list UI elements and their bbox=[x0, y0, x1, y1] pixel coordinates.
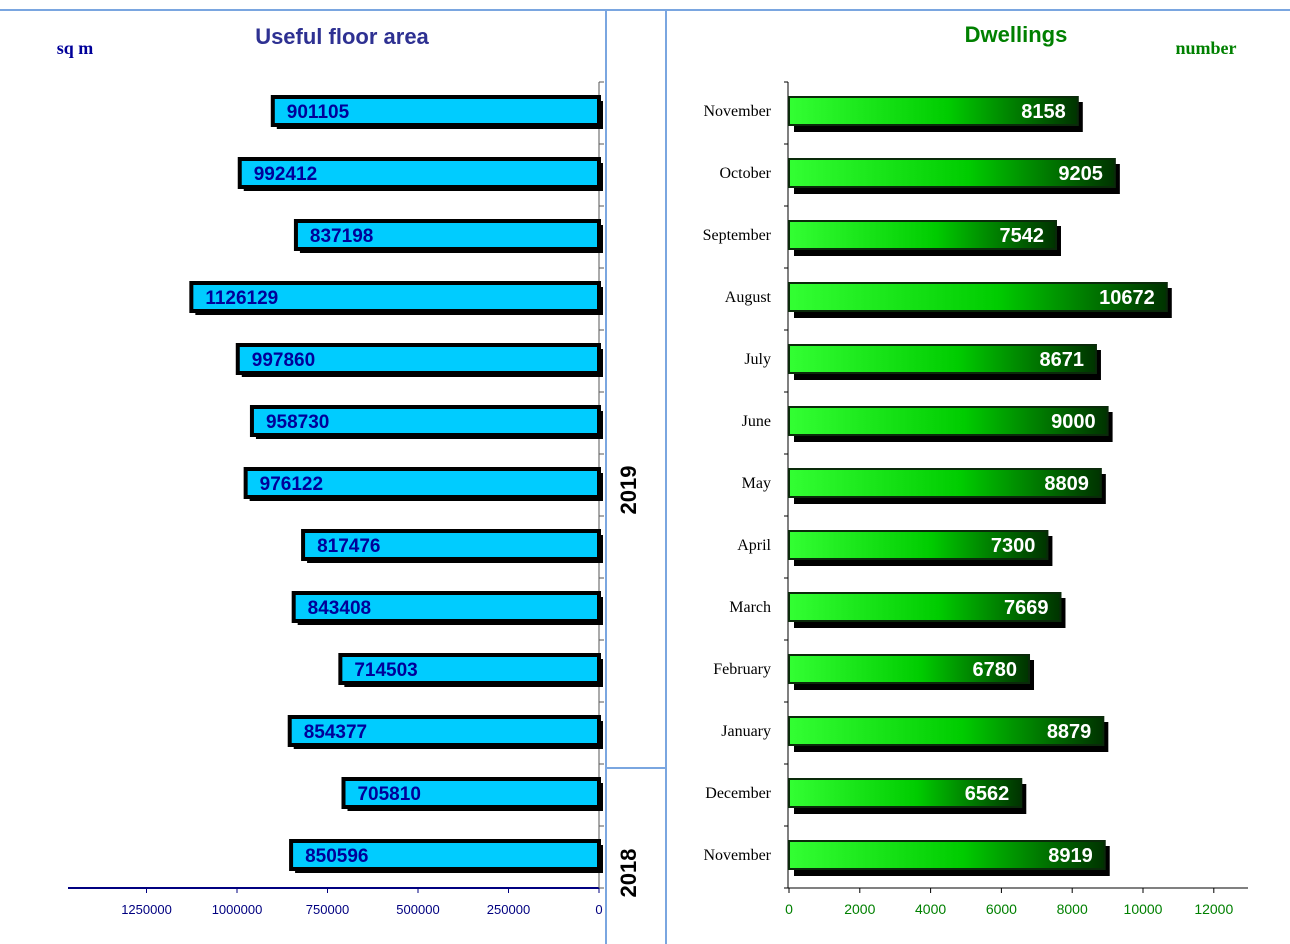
right-bar-value-label: 7300 bbox=[991, 535, 1036, 557]
month-label: September bbox=[703, 227, 772, 244]
month-label: December bbox=[705, 785, 771, 802]
year-label-2019: 2019 bbox=[616, 466, 641, 515]
left-bar-value-label: 837198 bbox=[310, 226, 373, 247]
right-axis-ticks: 0 2000 4000 6000 8000 10000 12000 bbox=[784, 81, 1233, 917]
left-axis-ticks: 1250000 1000000 750000 500000 250000 0 bbox=[121, 81, 604, 917]
right-bar-value-label: 8879 bbox=[1047, 721, 1092, 743]
left-bar bbox=[237, 157, 601, 189]
left-x-tick-label: 500000 bbox=[396, 902, 439, 917]
right-bar-value-label: 6562 bbox=[965, 783, 1010, 805]
left-bar-value-label: 997860 bbox=[252, 350, 315, 371]
right-bar bbox=[788, 406, 1109, 436]
month-label: March bbox=[729, 599, 771, 616]
left-bar bbox=[235, 343, 601, 375]
left-bar bbox=[270, 95, 601, 127]
left-bar-value-label: 976122 bbox=[260, 474, 323, 495]
right-bar bbox=[788, 96, 1079, 126]
month-label: February bbox=[713, 661, 771, 678]
right-bar-value-label: 7669 bbox=[1004, 597, 1049, 619]
month-label: June bbox=[742, 413, 771, 430]
month-label: August bbox=[725, 289, 772, 306]
left-bar bbox=[291, 591, 601, 623]
right-bar-value-label: 9000 bbox=[1051, 411, 1096, 433]
right-bar bbox=[788, 592, 1062, 622]
right-chart-title: Dwellings bbox=[965, 22, 1068, 47]
month-label: January bbox=[721, 723, 771, 740]
left-bar-series: 850596 705810 854377 714503 843408 817476 9761… bbox=[189, 95, 604, 873]
left-unit-label: sq m bbox=[57, 38, 94, 58]
left-bar bbox=[289, 839, 601, 871]
left-bar-value-label: 714503 bbox=[354, 660, 417, 681]
left-x-tick-label: 750000 bbox=[306, 902, 349, 917]
right-bar bbox=[788, 468, 1102, 498]
right-bar-value-label: 10672 bbox=[1099, 287, 1155, 309]
right-bar-value-label: 9205 bbox=[1058, 163, 1103, 185]
right-bar bbox=[788, 220, 1057, 250]
right-bar bbox=[788, 282, 1168, 312]
right-bar-series: 8919 6562 8879 6780 7669 7300 8809 9000 8671 1067… bbox=[788, 96, 1172, 876]
month-label: November bbox=[703, 103, 771, 120]
left-bar-value-label: 901105 bbox=[287, 102, 350, 123]
right-bar-value-label: 8919 bbox=[1048, 845, 1093, 867]
right-bar-value-label: 8158 bbox=[1021, 101, 1066, 123]
month-label: October bbox=[719, 165, 771, 182]
left-bar bbox=[189, 281, 601, 313]
right-x-tick-label: 12000 bbox=[1194, 901, 1233, 917]
left-bar-value-label: 850596 bbox=[305, 846, 368, 867]
month-label: July bbox=[744, 351, 771, 368]
left-bar-value-label: 958730 bbox=[266, 412, 329, 433]
right-x-tick-label: 0 bbox=[785, 901, 793, 917]
right-bar-value-label: 7542 bbox=[999, 225, 1044, 247]
left-bar bbox=[341, 777, 601, 809]
left-bar-value-label: 705810 bbox=[357, 784, 420, 805]
left-bar-value-label: 1126129 bbox=[205, 288, 278, 309]
month-label: April bbox=[737, 537, 771, 554]
right-bar-value-label: 6780 bbox=[973, 659, 1018, 681]
left-x-tick-label: 1250000 bbox=[121, 902, 172, 917]
right-x-tick-label: 10000 bbox=[1124, 901, 1163, 917]
right-bar bbox=[788, 530, 1049, 560]
right-x-tick-label: 8000 bbox=[1057, 901, 1088, 917]
left-bar bbox=[293, 219, 601, 251]
month-label: May bbox=[742, 475, 771, 492]
year-label-2018: 2018 bbox=[616, 849, 641, 898]
left-bar bbox=[338, 653, 601, 685]
right-bar bbox=[788, 716, 1105, 746]
right-bar bbox=[788, 344, 1097, 374]
month-label: November bbox=[703, 847, 771, 864]
left-x-tick-label: 250000 bbox=[487, 902, 530, 917]
category-labels: November December January February March Apri… bbox=[703, 103, 772, 864]
left-bar bbox=[287, 715, 601, 747]
left-bar-value-label: 854377 bbox=[304, 722, 367, 743]
left-bar bbox=[243, 467, 601, 499]
right-bar bbox=[788, 840, 1106, 870]
left-bar bbox=[249, 405, 602, 437]
right-x-tick-label: 6000 bbox=[986, 901, 1017, 917]
right-bar bbox=[788, 158, 1116, 188]
right-x-tick-label: 2000 bbox=[844, 901, 875, 917]
right-bar-value-label: 8809 bbox=[1044, 473, 1089, 495]
right-unit-label: number bbox=[1175, 38, 1236, 58]
left-bar-value-label: 992412 bbox=[254, 164, 317, 185]
left-bar bbox=[301, 529, 601, 561]
left-bar-value-label: 843408 bbox=[308, 598, 371, 619]
right-bar bbox=[788, 778, 1023, 808]
right-x-tick-label: 4000 bbox=[915, 901, 946, 917]
left-chart-title: Useful floor area bbox=[255, 24, 429, 49]
right-bar bbox=[788, 654, 1031, 684]
left-x-tick-label: 1000000 bbox=[212, 902, 263, 917]
left-x-tick-label: 0 bbox=[595, 902, 602, 917]
right-bar-value-label: 8671 bbox=[1039, 349, 1084, 371]
left-bar-value-label: 817476 bbox=[317, 536, 380, 557]
